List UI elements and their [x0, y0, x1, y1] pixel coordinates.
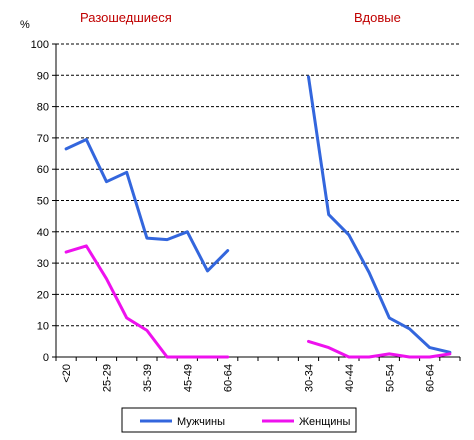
axes [52, 43, 461, 361]
y-tick-label: 10 [37, 321, 49, 333]
legend: Мужчины Женщины [121, 407, 357, 433]
y-tick-label: 100 [31, 39, 49, 51]
legend-label-men: Мужчины [177, 416, 225, 428]
panel-title-widowed: Вдовые [354, 10, 401, 25]
x-tick-label: 50-54 [384, 364, 396, 392]
y-tick-label: 0 [43, 352, 49, 364]
x-tick-label: 35-39 [142, 364, 154, 392]
x-tick-label: 45-49 [182, 364, 194, 392]
x-tick-label: 40-44 [344, 364, 356, 392]
x-tick-labels: <20 25-29 35-39 45-49 60-64 30-34 40-44 50-54 60… [61, 364, 437, 392]
y-tick-label: 80 [37, 102, 49, 114]
y-tick-label: 20 [37, 289, 49, 301]
x-tick-label: 30-34 [304, 364, 316, 392]
gridlines [56, 43, 460, 327]
series-line-men-divorced [64, 138, 230, 273]
x-tick-label: 60-64 [223, 364, 235, 392]
y-tick-label: 40 [37, 227, 49, 239]
y-tick-label: 50 [37, 196, 49, 208]
y-tick-label: 90 [37, 70, 49, 82]
series-lines [64, 75, 452, 359]
x-tick-label: 25-29 [102, 364, 114, 392]
y-tick-labels: 0 10 20 30 40 50 60 70 80 90 100 [31, 39, 49, 364]
y-unit-label: % [20, 19, 30, 31]
series-line-women-divorced [64, 244, 230, 359]
y-tick-label: 60 [37, 164, 49, 176]
y-tick-label: 30 [37, 258, 49, 270]
series-line-men-widowed [307, 75, 452, 354]
series-line-women-widowed [307, 339, 452, 359]
panel-title-divorced: Разошедшиеся [80, 10, 172, 25]
x-tick-label: <20 [61, 364, 73, 383]
y-tick-label: 70 [37, 133, 49, 145]
x-tick-label: 60-64 [425, 364, 437, 392]
legend-label-women: Женщины [299, 416, 350, 428]
